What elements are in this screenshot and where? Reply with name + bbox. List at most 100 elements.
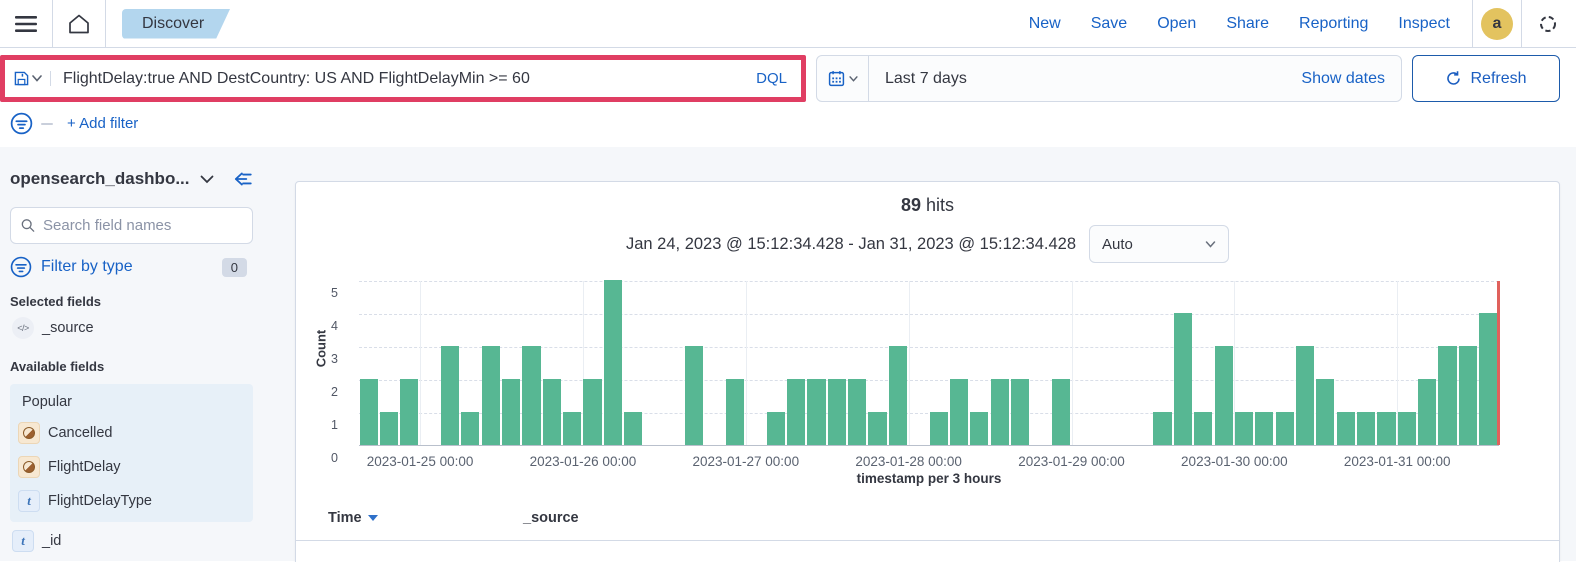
histogram-bar[interactable] <box>827 379 846 445</box>
histogram-bar[interactable] <box>1255 412 1274 445</box>
histogram-bar[interactable] <box>807 379 826 445</box>
breadcrumb[interactable]: Discover <box>122 9 230 39</box>
histogram-bar[interactable] <box>583 379 602 445</box>
histogram-bar[interactable] <box>1173 313 1192 445</box>
nav-link-new[interactable]: New <box>1028 14 1061 32</box>
filter-by-type-row[interactable]: Filter by type 0 <box>10 256 253 278</box>
chevron-down-icon <box>31 75 42 82</box>
home-icon[interactable] <box>61 6 97 42</box>
histogram-bar[interactable] <box>1479 313 1498 445</box>
histogram-bar[interactable] <box>766 412 785 445</box>
field-item-FlightDelayType[interactable]: t FlightDelayType <box>16 486 247 516</box>
field-item-FlightDelay[interactable]: FlightDelay <box>16 452 247 482</box>
nav-link-save[interactable]: Save <box>1090 14 1128 32</box>
nav-link-share[interactable]: Share <box>1226 14 1270 32</box>
annotation-highlight-box: DQL <box>0 55 806 102</box>
histogram-bar[interactable] <box>461 412 480 445</box>
histogram-bar[interactable] <box>603 280 622 445</box>
sort-descending-icon <box>367 515 378 521</box>
index-pattern-selector[interactable]: opensearch_dashbo... <box>10 169 190 188</box>
histogram-bar[interactable] <box>440 346 460 445</box>
y-tick-label: 1 <box>331 418 338 432</box>
hits-label: hits <box>926 195 955 215</box>
histogram-bar[interactable] <box>1418 379 1437 445</box>
dashed-circle-icon[interactable] <box>1530 6 1566 42</box>
histogram-bar[interactable] <box>1316 379 1335 445</box>
query-language-button[interactable]: DQL <box>742 70 801 87</box>
histogram-bar[interactable] <box>1438 346 1457 445</box>
x-tick-label: 2023-01-26 00:00 <box>529 454 637 469</box>
chart-plot-area <box>359 280 1500 446</box>
histogram-bar[interactable] <box>1336 412 1355 445</box>
histogram-bar[interactable] <box>685 346 704 445</box>
calendar-menu-button[interactable] <box>817 56 869 101</box>
day-gridline <box>908 281 910 445</box>
top-nav-links: New Save Open Share Reporting Inspect <box>1029 15 1450 33</box>
query-input[interactable] <box>51 69 743 88</box>
saved-query-menu-button[interactable] <box>5 71 51 86</box>
refresh-button[interactable]: Refresh <box>1412 55 1560 102</box>
available-fields-list: t _id <box>10 526 253 556</box>
histogram-bar[interactable] <box>522 346 541 445</box>
nav-link-reporting[interactable]: Reporting <box>1299 14 1369 32</box>
histogram-bar[interactable] <box>868 412 887 445</box>
add-filter-button[interactable]: + Add filter <box>67 115 139 132</box>
time-range-label[interactable]: Last 7 days <box>885 69 967 87</box>
histogram-bar[interactable] <box>1214 346 1233 445</box>
histogram-bar[interactable] <box>1295 346 1315 445</box>
histogram-bar[interactable] <box>1357 412 1376 445</box>
histogram-bar[interactable] <box>888 346 907 445</box>
histogram-bar[interactable] <box>400 379 419 445</box>
string-field-icon: t <box>18 490 40 512</box>
histogram-bar[interactable] <box>1275 412 1294 445</box>
interval-select[interactable]: Auto <box>1089 225 1229 263</box>
histogram-bar[interactable] <box>848 379 867 445</box>
date-picker: Last 7 days Show dates <box>816 55 1402 102</box>
field-item-Cancelled[interactable]: Cancelled <box>16 418 247 448</box>
histogram-bar[interactable] <box>970 412 989 445</box>
histogram-bar[interactable] <box>1153 412 1172 445</box>
source-column-header: _source <box>523 510 579 526</box>
histogram-bar[interactable] <box>379 412 398 445</box>
histogram-bar[interactable] <box>1010 379 1030 445</box>
nav-link-open[interactable]: Open <box>1157 14 1197 32</box>
chevron-down-icon[interactable] <box>200 175 214 184</box>
selected-fields-heading: Selected fields <box>10 294 102 309</box>
histogram-bar[interactable] <box>502 379 521 445</box>
histogram-bar[interactable] <box>1234 412 1253 445</box>
histogram-bar[interactable] <box>725 379 745 445</box>
collapse-sidebar-icon[interactable] <box>233 171 253 187</box>
time-column-header[interactable]: Time <box>328 510 523 526</box>
histogram-bar[interactable] <box>990 379 1009 445</box>
filter-icon[interactable] <box>10 112 33 135</box>
popular-heading: Popular <box>22 394 72 410</box>
filter-bar: + Add filter <box>0 108 1576 147</box>
y-tick-label: 4 <box>331 319 338 333</box>
histogram-bar[interactable] <box>1397 412 1416 445</box>
divider <box>52 0 53 47</box>
histogram-bar[interactable] <box>624 412 643 445</box>
field-search-input[interactable] <box>43 217 242 234</box>
histogram-bar[interactable] <box>1051 379 1070 445</box>
avatar[interactable]: a <box>1481 7 1513 40</box>
histogram-bar[interactable] <box>787 379 806 445</box>
save-icon <box>14 71 28 86</box>
histogram-bar[interactable] <box>1194 412 1213 445</box>
x-tick-label: 2023-01-29 00:00 <box>1018 454 1125 469</box>
histogram-bar[interactable] <box>949 379 968 445</box>
histogram-bar[interactable] <box>929 412 948 445</box>
histogram-bar[interactable] <box>481 346 500 445</box>
menu-hamburger-icon[interactable] <box>8 6 44 42</box>
fields-sidebar: opensearch_dashbo... Filter by type 0 Se… <box>0 147 265 561</box>
main-content: 89 hits Jan 24, 2023 @ 15:12:34.428 - Ja… <box>265 147 1576 562</box>
show-dates-button[interactable]: Show dates <box>1285 70 1401 88</box>
field-item-_id[interactable]: t _id <box>10 526 253 556</box>
nav-link-inspect[interactable]: Inspect <box>1398 14 1450 32</box>
histogram-bar[interactable] <box>359 379 378 445</box>
filter-count-badge: 0 <box>221 257 247 277</box>
field-item-_source[interactable]: </> _source <box>10 313 253 343</box>
histogram-bar[interactable] <box>1458 346 1477 445</box>
histogram-bar[interactable] <box>563 412 582 445</box>
histogram-bar[interactable] <box>542 379 561 445</box>
histogram-bar[interactable] <box>1377 412 1396 445</box>
